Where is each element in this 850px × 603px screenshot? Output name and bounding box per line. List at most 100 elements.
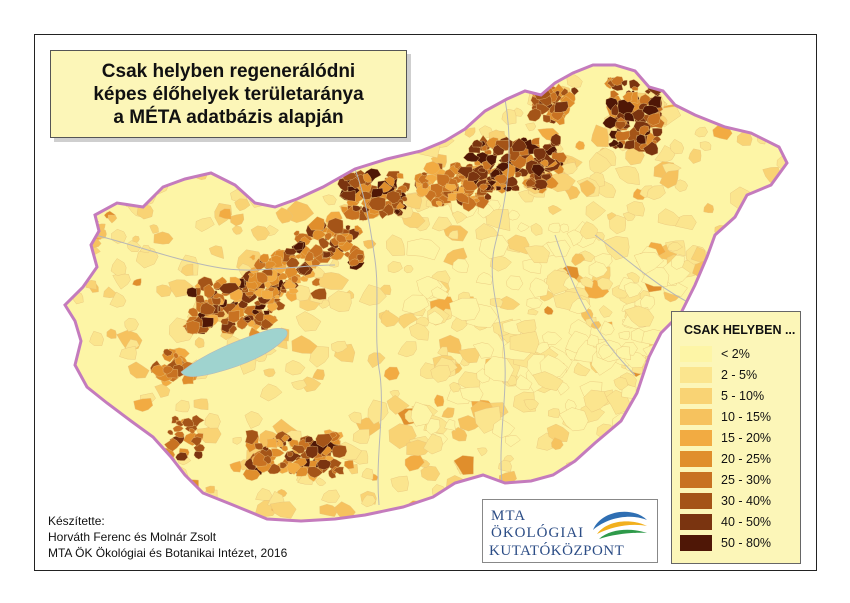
settlement-patch bbox=[647, 95, 662, 109]
settlement-patch bbox=[694, 126, 708, 138]
settlement-patch bbox=[464, 127, 476, 138]
settlement-patch bbox=[278, 272, 288, 281]
settlement-patch bbox=[175, 452, 189, 461]
settlement-patch bbox=[242, 469, 261, 481]
settlement-patch bbox=[589, 152, 612, 176]
settlement-patch bbox=[616, 346, 632, 361]
settlement-patch bbox=[312, 229, 327, 241]
settlement-patch bbox=[603, 236, 630, 261]
settlement-patch bbox=[596, 277, 614, 291]
settlement-patch bbox=[602, 115, 620, 130]
settlement-patch bbox=[736, 233, 759, 251]
settlement-patch bbox=[404, 265, 414, 274]
settlement-patch bbox=[291, 335, 318, 354]
settlement-patch bbox=[760, 268, 787, 288]
settlement-patch bbox=[583, 477, 612, 493]
settlement-patch bbox=[542, 143, 553, 151]
settlement-patch bbox=[531, 137, 540, 145]
settlement-patch bbox=[623, 445, 641, 460]
settlement-patch bbox=[639, 391, 658, 410]
settlement-patch bbox=[477, 167, 487, 173]
settlement-patch bbox=[569, 298, 591, 314]
settlement-patch bbox=[124, 317, 139, 332]
settlement-patch bbox=[89, 152, 114, 173]
settlement-patch bbox=[517, 222, 530, 232]
settlement-patch bbox=[541, 331, 562, 345]
settlement-patch bbox=[451, 210, 468, 224]
settlement-patch bbox=[492, 144, 505, 156]
settlement-patch bbox=[352, 204, 362, 212]
settlement-patch bbox=[149, 224, 159, 234]
settlement-patch bbox=[250, 225, 270, 241]
settlement-patch bbox=[650, 352, 670, 370]
settlement-patch bbox=[244, 411, 263, 429]
settlement-patch bbox=[540, 173, 552, 181]
settlement-patch bbox=[504, 435, 521, 448]
settlement-patch bbox=[478, 183, 489, 191]
settlement-patch bbox=[406, 439, 431, 456]
settlement-patch bbox=[509, 331, 540, 354]
legend-label: 30 - 40% bbox=[721, 494, 772, 508]
settlement-patch bbox=[307, 466, 324, 479]
settlement-patch bbox=[229, 460, 242, 473]
settlement-patch bbox=[385, 170, 401, 182]
settlement-patch bbox=[659, 169, 679, 189]
settlement-patch bbox=[195, 294, 206, 304]
settlement-patch bbox=[599, 320, 615, 336]
settlement-patch bbox=[529, 277, 549, 298]
settlement-patch bbox=[309, 346, 330, 368]
settlement-patch bbox=[527, 308, 539, 316]
settlement-patch bbox=[406, 238, 441, 261]
settlement-patch bbox=[511, 137, 528, 152]
settlement-patch bbox=[186, 287, 198, 298]
settlement-patch bbox=[294, 254, 302, 260]
settlement-patch bbox=[153, 231, 174, 245]
settlement-patch bbox=[154, 384, 171, 398]
settlement-patch bbox=[326, 217, 344, 234]
settlement-patch bbox=[631, 86, 639, 91]
settlement-patch bbox=[193, 398, 209, 410]
settlement-patch bbox=[571, 253, 586, 267]
settlement-patch bbox=[244, 290, 255, 297]
settlement-patch bbox=[248, 254, 256, 261]
settlement-patch bbox=[483, 149, 492, 155]
settlement-patch bbox=[773, 216, 783, 227]
settlement-patch bbox=[732, 226, 747, 238]
settlement-patch bbox=[336, 234, 349, 244]
settlement-patch bbox=[222, 146, 234, 156]
settlement-patch bbox=[285, 360, 306, 376]
settlement-patch bbox=[410, 401, 433, 427]
settlement-patch bbox=[163, 348, 173, 357]
settlement-patch bbox=[172, 425, 184, 432]
settlement-patch bbox=[700, 275, 712, 285]
settlement-patch bbox=[448, 230, 459, 240]
settlement-patch bbox=[293, 241, 304, 251]
settlement-patch bbox=[435, 200, 443, 207]
settlement-patch bbox=[254, 442, 264, 450]
settlement-patch bbox=[450, 501, 474, 521]
settlement-patch bbox=[150, 466, 177, 486]
settlement-patch bbox=[765, 71, 787, 90]
settlement-patch bbox=[551, 437, 564, 450]
settlement-patch bbox=[245, 281, 259, 290]
settlement-patch bbox=[607, 429, 624, 448]
settlement-patch bbox=[447, 193, 458, 202]
settlement-patch bbox=[107, 214, 118, 224]
settlement-patch bbox=[165, 369, 179, 379]
settlement-patch bbox=[119, 345, 137, 360]
settlement-patch bbox=[385, 190, 402, 205]
settlement-patch bbox=[175, 399, 190, 413]
legend-swatch bbox=[680, 472, 712, 488]
settlement-patch bbox=[130, 189, 142, 201]
settlement-patch bbox=[642, 141, 659, 156]
settlement-patch bbox=[367, 352, 386, 369]
settlement-patch bbox=[579, 179, 596, 198]
settlement-patch bbox=[647, 112, 661, 126]
settlement-patch bbox=[247, 319, 256, 328]
settlement-patch bbox=[635, 133, 646, 145]
settlement-patch bbox=[525, 178, 537, 188]
settlement-patch bbox=[132, 278, 142, 287]
settlement-patch bbox=[348, 176, 360, 190]
settlement-patch bbox=[231, 225, 243, 235]
settlement-patch bbox=[437, 346, 448, 356]
